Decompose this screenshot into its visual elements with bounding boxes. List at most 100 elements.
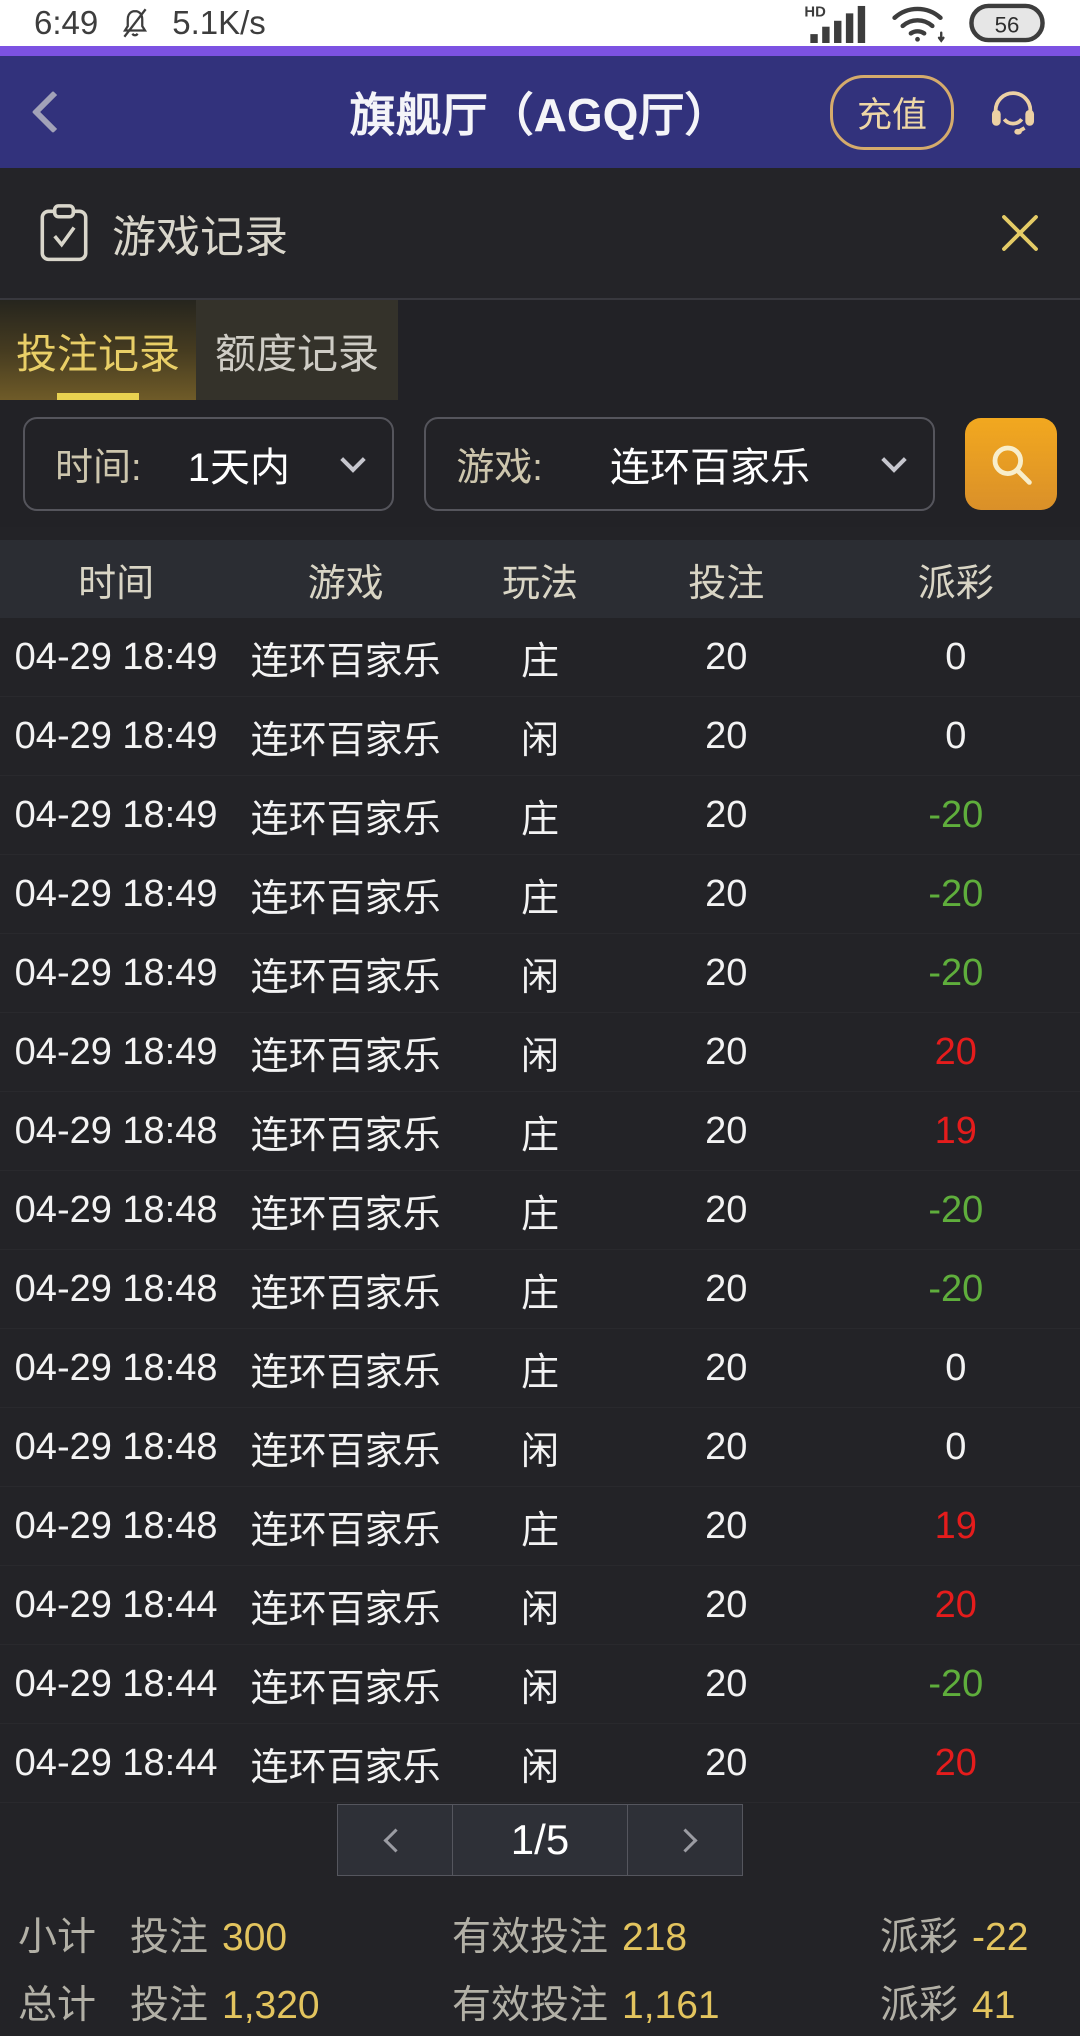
cell-payout: -20 <box>928 872 984 915</box>
modal-header: 游戏记录 <box>0 168 1080 300</box>
page-title: 旗舰厅（AGQ厅） <box>349 89 731 141</box>
accent-strip <box>0 46 1080 56</box>
cell-time: 04-29 18:49 <box>14 951 218 994</box>
cell-signal-icon: HD <box>804 3 870 43</box>
tab-label: 投注记录 <box>16 331 180 377</box>
subtotal-label: 小计 <box>18 1916 97 1959</box>
back-button[interactable] <box>31 82 98 142</box>
cell-payout: -20 <box>928 1188 984 1231</box>
cell-game: 连环百家乐 <box>250 719 441 762</box>
subtotal-payout-value: -22 <box>972 1916 1029 1959</box>
cell-bet: 20 <box>705 1109 748 1152</box>
subtotal-bet-label: 投注 <box>130 1916 209 1959</box>
cell-play: 庄 <box>520 1193 559 1236</box>
prev-page-button[interactable] <box>338 1805 453 1875</box>
pagination: 1/5 <box>337 1804 743 1876</box>
table-row: 04-29 18:48 连环百家乐 庄 20 19 <box>0 1092 1080 1171</box>
status-bar: 6:49 5.1K/s HD <box>0 0 1080 46</box>
cell-payout: -20 <box>928 951 984 994</box>
total-valid-bet-value: 1,161 <box>622 1984 720 2027</box>
cell-payout: -20 <box>928 793 984 836</box>
recharge-button[interactable]: 充值 <box>829 74 954 150</box>
time-range-select[interactable]: 时间: 1天内 <box>23 416 395 511</box>
cell-game: 连环百家乐 <box>250 1667 441 1710</box>
cell-game: 连环百家乐 <box>250 1035 441 1078</box>
subtotal-payout-label: 派彩 <box>880 1916 959 1959</box>
cell-time: 04-29 18:49 <box>14 872 218 915</box>
cell-bet: 20 <box>705 1267 748 1310</box>
muted-bell-icon <box>120 6 150 40</box>
active-tab-underline <box>57 393 139 400</box>
subtotal-bet-value: 300 <box>222 1916 288 1959</box>
cell-play: 庄 <box>520 640 559 683</box>
subtotal-row: 小计 投注 300 有效投注 218 派彩 -22 <box>18 1900 1062 1968</box>
app-bar: 旗舰厅（AGQ厅） 充值 <box>0 56 1080 168</box>
table-body: 04-29 18:49 连环百家乐 庄 20 0 04-29 18:49 连环百… <box>0 618 1080 1803</box>
column-header-game: 游戏 <box>307 562 384 605</box>
tab-bet-records[interactable]: 投注记录 <box>0 300 196 400</box>
cell-game: 连环百家乐 <box>250 1272 441 1315</box>
total-row: 总计 投注 1,320 有效投注 1,161 派彩 41 <box>18 1968 1062 2036</box>
table-row: 04-29 18:48 连环百家乐 庄 20 -20 <box>0 1171 1080 1250</box>
cell-time: 04-29 18:48 <box>14 1188 218 1231</box>
network-speed-text: 5.1K/s <box>172 4 266 41</box>
table-row: 04-29 18:49 连环百家乐 庄 20 0 <box>0 618 1080 697</box>
cell-payout: 20 <box>934 1030 977 1073</box>
search-button[interactable] <box>965 417 1057 510</box>
page-indicator: 1/5 <box>510 1816 570 1863</box>
cell-play: 庄 <box>520 877 559 920</box>
cell-game: 连环百家乐 <box>250 1114 441 1157</box>
table-row: 04-29 18:48 连环百家乐 庄 20 -20 <box>0 1250 1080 1329</box>
cell-time: 04-29 18:49 <box>14 793 218 836</box>
customer-service-button[interactable] <box>984 83 1042 141</box>
tab-credit-records[interactable]: 额度记录 <box>196 300 398 400</box>
cell-game: 连环百家乐 <box>250 640 441 683</box>
game-select[interactable]: 游戏: 连环百家乐 <box>424 416 936 511</box>
chevron-left-icon <box>31 90 75 134</box>
cell-time: 04-29 18:49 <box>14 1030 218 1073</box>
table-row: 04-29 18:44 连环百家乐 闲 20 20 <box>0 1566 1080 1645</box>
total-bet-value: 1,320 <box>222 1984 320 2027</box>
clock-text: 6:49 <box>34 4 99 41</box>
cell-time: 04-29 18:48 <box>14 1425 218 1468</box>
cell-time: 04-29 18:44 <box>14 1583 218 1626</box>
subtotal-valid-bet-value: 218 <box>622 1916 688 1959</box>
cell-time: 04-29 18:48 <box>14 1267 218 1310</box>
cell-play: 庄 <box>520 1509 559 1552</box>
cell-play: 闲 <box>520 1746 559 1789</box>
cell-payout: 0 <box>945 1346 967 1389</box>
table-row: 04-29 18:48 连环百家乐 庄 20 0 <box>0 1329 1080 1408</box>
close-button[interactable] <box>996 209 1044 257</box>
cell-game: 连环百家乐 <box>250 798 441 841</box>
cell-bet: 20 <box>705 635 748 678</box>
cell-game: 连环百家乐 <box>250 877 441 920</box>
column-header-bet: 投注 <box>688 562 765 605</box>
tab-label: 额度记录 <box>215 331 379 377</box>
column-header-play: 玩法 <box>501 562 578 605</box>
table-row: 04-29 18:49 连环百家乐 闲 20 0 <box>0 697 1080 776</box>
table-header: 时间 游戏 玩法 投注 派彩 <box>0 540 1080 618</box>
cell-game: 连环百家乐 <box>250 1746 441 1789</box>
chevron-down-icon <box>340 446 367 473</box>
cell-play: 闲 <box>520 1667 559 1710</box>
subtotal-valid-bet-label: 有效投注 <box>452 1916 609 1959</box>
cell-time: 04-29 18:49 <box>14 714 218 757</box>
table-row: 04-29 18:44 连环百家乐 闲 20 20 <box>0 1724 1080 1803</box>
cell-play: 庄 <box>520 1351 559 1394</box>
cell-play: 庄 <box>520 1272 559 1315</box>
cell-bet: 20 <box>705 1741 748 1784</box>
total-bet-label: 投注 <box>130 1984 209 2027</box>
cell-bet: 20 <box>705 793 748 836</box>
cell-time: 04-29 18:49 <box>14 635 218 678</box>
cell-bet: 20 <box>705 1504 748 1547</box>
cell-game: 连环百家乐 <box>250 956 441 999</box>
cell-bet: 20 <box>705 1188 748 1231</box>
cell-payout: -20 <box>928 1662 984 1705</box>
cell-game: 连环百家乐 <box>250 1509 441 1552</box>
next-page-button[interactable] <box>627 1805 742 1875</box>
cell-play: 庄 <box>520 1114 559 1157</box>
cell-payout: 0 <box>945 635 967 678</box>
table-row: 04-29 18:49 连环百家乐 闲 20 20 <box>0 1013 1080 1092</box>
cell-payout: 19 <box>934 1504 977 1547</box>
cell-bet: 20 <box>705 1662 748 1705</box>
